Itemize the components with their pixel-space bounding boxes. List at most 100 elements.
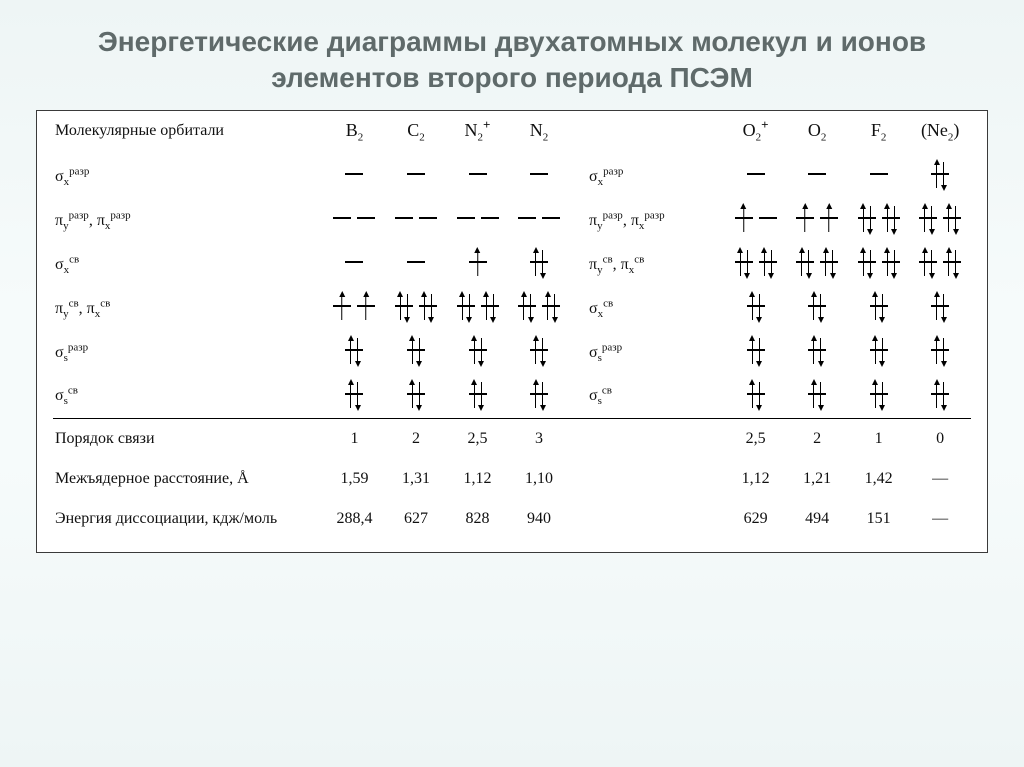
orbital-cell [725, 286, 787, 330]
orbital-cell [385, 374, 447, 418]
orbital-level [931, 341, 949, 359]
summary-label: Порядок связи [53, 418, 324, 458]
orbital-label-left: σsсв [53, 374, 324, 418]
orbital-level [858, 253, 876, 271]
orbital-level [747, 165, 765, 183]
summary-value: 2,5 [447, 418, 509, 458]
orbital-level [530, 165, 548, 183]
orbital-level [469, 253, 487, 271]
mo-table: Молекулярные орбитали B2 C2 N2+ N2 O2+ O… [53, 119, 971, 539]
molecule-col: C2 [385, 119, 447, 143]
orbital-cell [324, 154, 386, 198]
orbital-level [395, 209, 413, 227]
header-label: Молекулярные орбитали [53, 119, 324, 143]
orbital-label-left: πyразр, πxразр [53, 198, 324, 242]
orbital-cell [385, 330, 447, 374]
molecule-col: (Ne2) [909, 119, 971, 143]
orbital-level [419, 209, 437, 227]
summary-value: 2 [786, 418, 848, 458]
summary-value: 940 [508, 498, 570, 538]
orbital-label-right: σxсв [587, 286, 725, 330]
orbital-level [943, 253, 961, 271]
orbital-level [919, 209, 937, 227]
orbital-level [357, 209, 375, 227]
page-title: Энергетические диаграммы двухатомных мол… [36, 24, 988, 96]
orbital-level [882, 209, 900, 227]
orbital-level [808, 297, 826, 315]
orbital-cell [447, 286, 509, 330]
summary-label: Энергия диссоциации, кдж/моль [53, 498, 324, 538]
orbital-cell [848, 286, 910, 330]
orbital-level [395, 297, 413, 315]
orbital-level [882, 253, 900, 271]
orbital-level [457, 209, 475, 227]
orbital-row: σxсвπyсв, πxсв [53, 242, 971, 286]
summary-value: 0 [909, 418, 971, 458]
orbital-level [530, 385, 548, 403]
summary-value: 1,59 [324, 458, 386, 498]
header-row: Молекулярные орбитали B2 C2 N2+ N2 O2+ O… [53, 119, 971, 143]
summary-value: 1 [324, 418, 386, 458]
orbital-level [735, 209, 753, 227]
orbital-level [870, 385, 888, 403]
orbital-cell [848, 154, 910, 198]
orbital-level [530, 253, 548, 271]
orbital-level [747, 341, 765, 359]
orbital-level [345, 253, 363, 271]
orbital-level [333, 209, 351, 227]
orbital-cell [324, 286, 386, 330]
orbital-level [747, 297, 765, 315]
orbital-cell [909, 242, 971, 286]
orbital-level [759, 209, 777, 227]
orbital-cell [848, 330, 910, 374]
orbital-cell [447, 198, 509, 242]
orbital-cell [909, 198, 971, 242]
orbital-level [419, 297, 437, 315]
molecule-col: F2 [848, 119, 910, 143]
orbital-level [407, 341, 425, 359]
orbital-cell [447, 330, 509, 374]
orbital-label-left: σsразр [53, 330, 324, 374]
orbital-cell [909, 330, 971, 374]
orbital-row: σsсв σsсв [53, 374, 971, 418]
orbital-label-left: σxразр [53, 154, 324, 198]
molecule-col: O2 [786, 119, 848, 143]
orbital-cell [324, 330, 386, 374]
orbital-label-right: σsразр [587, 330, 725, 374]
orbital-cell [848, 374, 910, 418]
orbital-cell [786, 374, 848, 418]
orbital-level [542, 209, 560, 227]
orbital-level [931, 385, 949, 403]
summary-row: Энергия диссоциации, кдж/моль288,4627828… [53, 498, 971, 538]
orbital-level [345, 385, 363, 403]
orbital-level [469, 165, 487, 183]
orbital-row: πyсв, πxсвσxсв [53, 286, 971, 330]
orbital-cell [786, 330, 848, 374]
orbital-level [808, 385, 826, 403]
orbital-cell [324, 374, 386, 418]
orbital-level [747, 385, 765, 403]
orbital-level [820, 209, 838, 227]
summary-value: 1,10 [508, 458, 570, 498]
summary-value: 627 [385, 498, 447, 538]
orbital-level [870, 297, 888, 315]
orbital-cell [848, 198, 910, 242]
orbital-cell [385, 154, 447, 198]
orbital-label-right: σxразр [587, 154, 725, 198]
summary-label: Межъядерное расстояние, Å [53, 458, 324, 498]
summary-value: — [909, 498, 971, 538]
orbital-label-right: σsсв [587, 374, 725, 418]
summary-value: 1,21 [786, 458, 848, 498]
orbital-level [530, 341, 548, 359]
orbital-row: πyразр, πxразрπyразр, πxразр [53, 198, 971, 242]
orbital-level [333, 297, 351, 315]
orbital-level [931, 297, 949, 315]
orbital-level [407, 165, 425, 183]
orbital-level [870, 341, 888, 359]
orbital-level [481, 297, 499, 315]
summary-value: 1,12 [725, 458, 787, 498]
orbital-cell [725, 242, 787, 286]
orbital-level [808, 165, 826, 183]
summary-value: 2 [385, 418, 447, 458]
summary-value: 828 [447, 498, 509, 538]
